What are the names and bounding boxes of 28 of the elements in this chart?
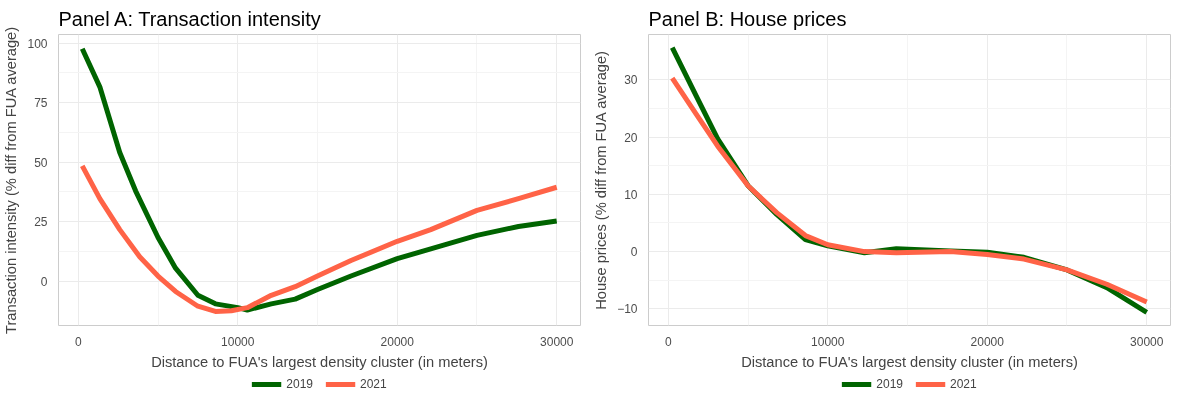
legend-label: 2021: [950, 377, 977, 391]
chart-title: Panel B: House prices: [648, 7, 847, 30]
y-tick-label: 0: [40, 274, 48, 289]
y-axis-title: Transaction intensity (% diff from FUA average): [3, 26, 20, 334]
x-tick-label: 20000: [380, 334, 415, 349]
x-tick-label: 20000: [970, 334, 1005, 349]
y-tick-label: 10: [624, 187, 638, 202]
y-tick-label: 0: [630, 245, 638, 260]
x-tick-label: 10000: [811, 334, 845, 349]
y-tick-label: 75: [34, 96, 48, 111]
y-tick-label: 20: [624, 130, 638, 145]
y-tick-label: 50: [34, 155, 48, 170]
x-tick-label: 0: [74, 334, 82, 349]
x-tick-label: 10000: [221, 334, 255, 349]
chart-title: Panel A: Transaction intensity: [58, 7, 321, 30]
y-axis-title: House prices (% diff from FUA average): [593, 51, 610, 310]
legend-label: 2019: [286, 377, 313, 391]
y-tick-label: −10: [617, 302, 638, 317]
x-axis-title: Distance to FUA's largest density cluster (in meters): [741, 353, 1078, 370]
x-tick-label: 0: [664, 334, 672, 349]
x-tick-label: 30000: [540, 334, 574, 349]
legend-label: 2021: [360, 377, 387, 391]
y-tick-label: 25: [34, 215, 48, 230]
y-tick-label: 30: [624, 73, 638, 88]
y-tick-label: 100: [27, 36, 48, 51]
x-tick-label: 30000: [1130, 334, 1164, 349]
x-axis-title: Distance to FUA's largest density cluster (in meters): [151, 353, 488, 370]
legend-label: 2019: [876, 377, 903, 391]
